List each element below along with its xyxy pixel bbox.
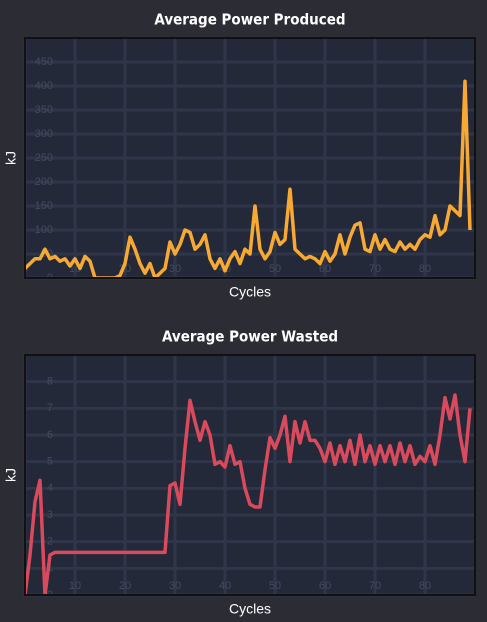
x-tick-label: 60 bbox=[319, 263, 331, 275]
y-tick-label: 8 bbox=[47, 376, 53, 388]
x-tick-label: 20 bbox=[119, 580, 131, 592]
plot-border bbox=[24, 37, 476, 279]
plot-border bbox=[24, 354, 476, 596]
y-tick-label: 7 bbox=[47, 402, 53, 414]
x-tick-label: 80 bbox=[419, 580, 431, 592]
y-tick-label: 250 bbox=[35, 152, 53, 164]
x-tick-label: 70 bbox=[369, 580, 381, 592]
y-tick-label: 300 bbox=[35, 128, 53, 140]
x-tick-label: 70 bbox=[369, 263, 381, 275]
y-axis-label: kJ bbox=[3, 151, 19, 165]
x-axis-label: Cycles bbox=[229, 601, 271, 617]
x-axis-label: Cycles bbox=[229, 284, 271, 300]
y-tick-label: 4 bbox=[47, 482, 53, 494]
x-tick-label: 10 bbox=[69, 580, 81, 592]
y-axis-label: kJ bbox=[3, 468, 19, 482]
x-tick-label: 40 bbox=[219, 580, 231, 592]
x-tick-label: 80 bbox=[419, 263, 431, 275]
y-tick-label: 200 bbox=[35, 176, 53, 188]
y-tick-label: 350 bbox=[35, 104, 53, 116]
chart-title: Average Power Wasted bbox=[162, 328, 338, 346]
y-tick-label: 3 bbox=[47, 509, 53, 521]
y-tick-label: 450 bbox=[35, 56, 53, 68]
y-tick-label: 0 bbox=[47, 589, 53, 601]
x-tick-label: 30 bbox=[169, 580, 181, 592]
y-tick-label: 5 bbox=[47, 456, 53, 468]
chart-title: Average Power Produced bbox=[154, 11, 345, 29]
x-tick-label: 50 bbox=[269, 263, 281, 275]
line bbox=[25, 79, 472, 278]
x-tick-label: 30 bbox=[169, 263, 181, 275]
y-tick-label: 2 bbox=[47, 536, 53, 548]
x-tick-label: 50 bbox=[269, 580, 281, 592]
y-tick-label: 100 bbox=[35, 224, 53, 236]
y-tick-label: 150 bbox=[35, 200, 53, 212]
y-tick-label: 400 bbox=[35, 80, 53, 92]
y-tick-label: 6 bbox=[47, 429, 53, 441]
x-tick-label: 60 bbox=[319, 580, 331, 592]
line bbox=[25, 393, 472, 595]
plot-area bbox=[25, 355, 475, 595]
y-tick-label: 0 bbox=[47, 272, 53, 284]
